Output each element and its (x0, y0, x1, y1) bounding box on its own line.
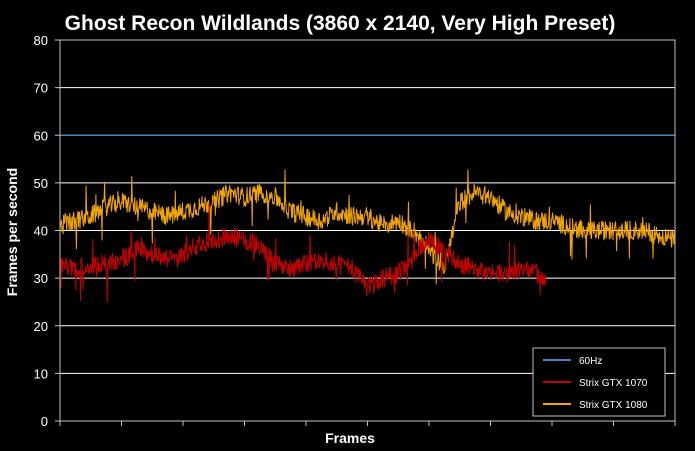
y-tick-label: 80 (34, 33, 48, 48)
legend-label: 60Hz (579, 356, 602, 367)
y-tick-label: 60 (34, 128, 48, 143)
legend-label: Strix GTX 1080 (579, 400, 648, 411)
plot-area-border (59, 39, 676, 422)
y-tick-label: 70 (34, 81, 48, 96)
y-tick-label: 0 (41, 414, 48, 429)
series-line (59, 169, 676, 285)
y-tick-label: 10 (34, 366, 48, 381)
legend: 60Hz Strix GTX 1070 Strix GTX 1080 (532, 347, 666, 417)
y-tick-label: 50 (34, 176, 48, 191)
y-axis-label: Frames per second (4, 168, 20, 296)
y-tick-label: 20 (34, 319, 48, 334)
y-tick-label: 40 (34, 224, 48, 239)
series-group (59, 134, 676, 303)
series-line (59, 202, 547, 303)
legend-label: Strix GTX 1070 (579, 378, 648, 389)
x-axis-label: Frames (325, 430, 375, 446)
y-tick-label: 30 (34, 271, 48, 286)
chart-title: Ghost Recon Wildlands (3860 x 2140, Very… (65, 12, 616, 35)
y-axis-ticks: 0 10 20 30 40 50 60 70 80 (34, 33, 60, 429)
x-axis-ticks (59, 421, 676, 426)
